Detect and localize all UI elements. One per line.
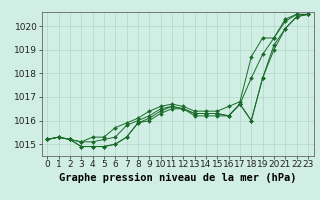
X-axis label: Graphe pression niveau de la mer (hPa): Graphe pression niveau de la mer (hPa) xyxy=(59,173,296,183)
